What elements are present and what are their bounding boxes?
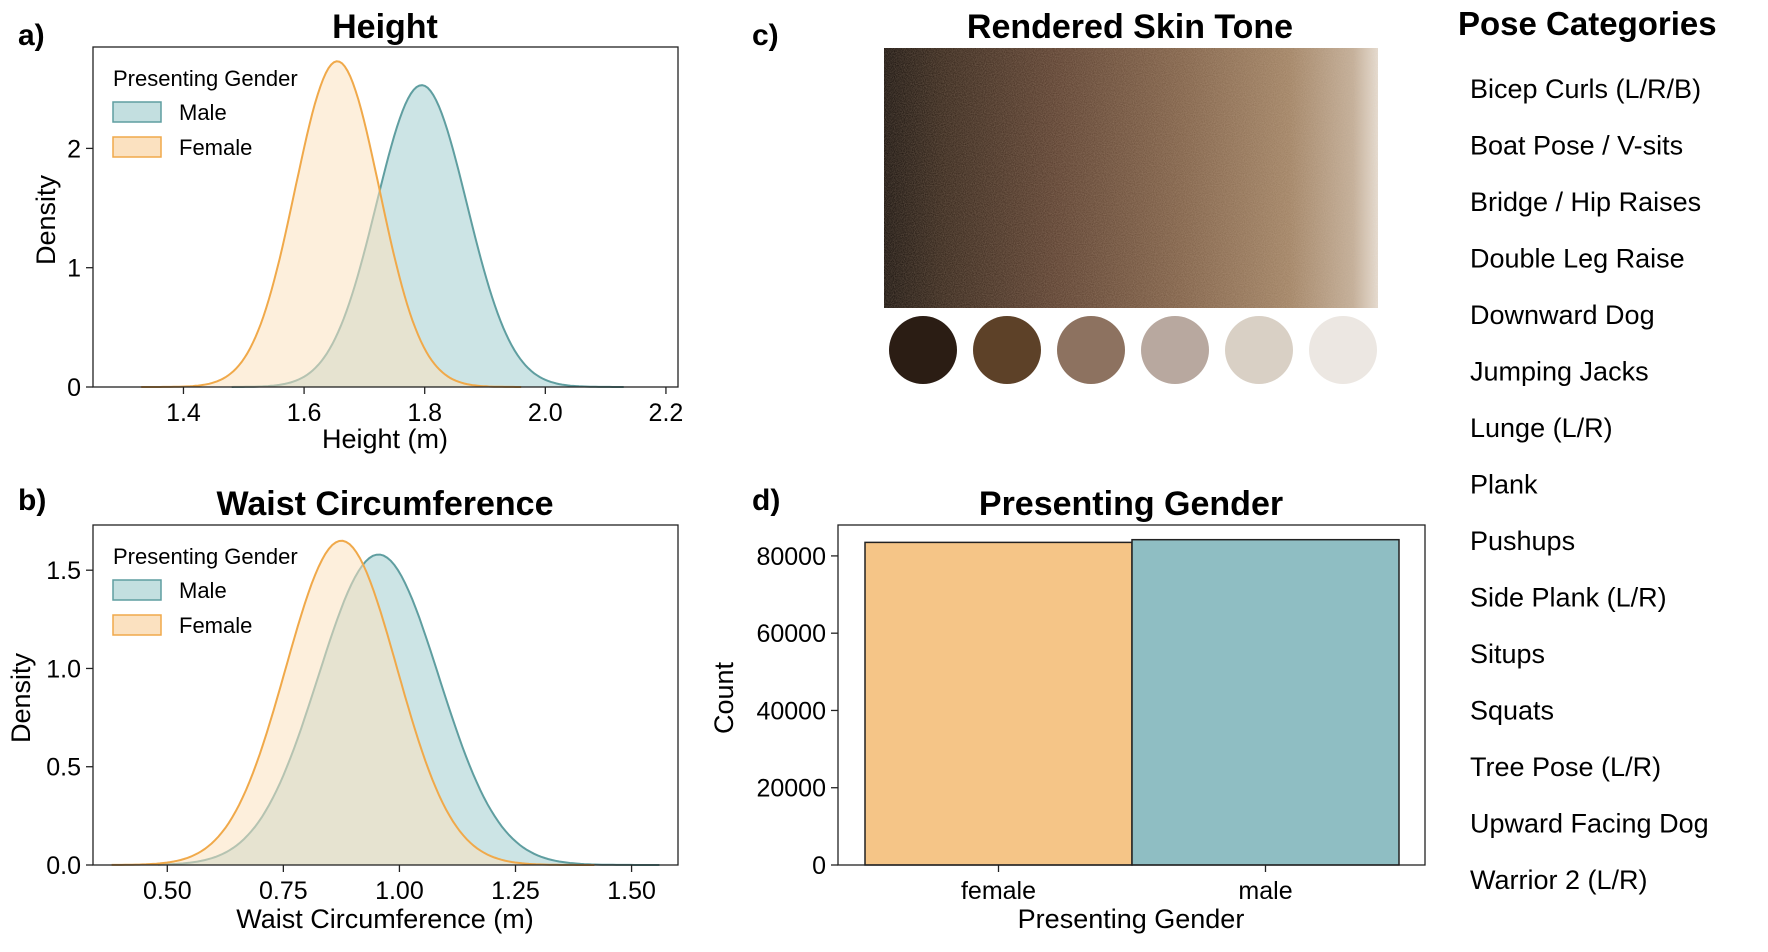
height-y-tick-label: 1 — [67, 255, 81, 283]
waist-x-tick-label: 1.25 — [491, 877, 540, 905]
height-x-tick-label: 1.4 — [166, 399, 201, 427]
panel-label-a: a) — [18, 19, 45, 52]
pose-category-item: Bridge / Hip Raises — [1470, 187, 1701, 217]
gender-axes-frame — [837, 524, 1426, 866]
waist-y-axis-label: Density — [6, 652, 36, 743]
gender-chart-title: Presenting Gender — [979, 485, 1283, 523]
height-female-line — [141, 60, 522, 388]
waist-y-tick-label: 0.5 — [46, 754, 81, 782]
gender-count-chart: Presenting Gender female male 0 20000 40000 6… — [709, 485, 1426, 934]
pose-category-item: Boat Pose / V-sits — [1470, 131, 1683, 161]
waist-legend-male-swatch — [112, 579, 162, 601]
panel-label-c: c) — [752, 19, 779, 52]
height-y-tick-label: 0 — [67, 374, 81, 402]
height-axes-frame — [92, 46, 679, 388]
height-legend-male-swatch — [112, 101, 162, 123]
height-plot-area: 1.4 1.6 1.8 2.0 2.2 0 1 2 — [67, 46, 684, 427]
skin-tone-grain — [884, 48, 1378, 308]
waist-plot-area: 0.50 0.75 1.00 1.25 1.50 0.0 0.5 1.0 1.5 — [46, 524, 679, 905]
waist-y-tick-label: 1.0 — [46, 655, 81, 683]
waist-chart-title: Waist Circumference — [217, 485, 554, 523]
height-legend: Presenting Gender Male Female — [112, 66, 298, 160]
gender-x-tick-label-male: male — [1238, 877, 1292, 905]
gender-y-axis-label: Count — [709, 661, 739, 734]
waist-legend-female-label: Female — [179, 613, 252, 638]
pose-category-item: Tree Pose (L/R) — [1470, 752, 1661, 782]
pose-category-item: Jumping Jacks — [1470, 357, 1649, 387]
pose-category-item: Plank — [1470, 470, 1538, 500]
gender-y-tick-label: 60000 — [756, 620, 826, 648]
height-y-tick-label: 2 — [67, 135, 81, 163]
height-x-tick-label: 1.6 — [287, 399, 322, 427]
height-legend-female-swatch — [112, 136, 162, 158]
pose-category-item: Lunge (L/R) — [1470, 413, 1613, 443]
waist-female-area — [111, 540, 595, 865]
height-x-tick-label: 2.0 — [528, 399, 563, 427]
height-legend-male-label: Male — [179, 100, 227, 125]
waist-x-tick-label: 1.50 — [607, 877, 656, 905]
gender-y-tick-label: 0 — [812, 852, 826, 880]
gender-plot-area: female male 0 20000 40000 60000 80000 — [756, 524, 1426, 905]
height-density-chart: Height 1.4 1.6 1.8 2.0 2.2 0 1 2 Height (m) Den… — [31, 8, 683, 454]
gender-x-axis-label: Presenting Gender — [1018, 904, 1245, 934]
bar-male — [1131, 538, 1400, 866]
pose-category-item: Side Plank (L/R) — [1470, 583, 1667, 613]
pose-categories-items: Bicep Curls (L/R/B) Boat Pose / V-sits Bri… — [1470, 74, 1709, 895]
waist-legend-female-swatch — [112, 614, 162, 636]
waist-y-tick-label: 0.0 — [46, 852, 81, 880]
skin-tone-panel: Rendered Skin Tone — [884, 8, 1378, 384]
pose-category-item: Double Leg Raise — [1470, 244, 1685, 274]
skin-tone-swatch-3 — [1057, 316, 1125, 384]
pose-category-item: Squats — [1470, 696, 1554, 726]
pose-category-item: Upward Facing Dog — [1470, 809, 1709, 839]
skin-tone-swatch-2 — [973, 316, 1041, 384]
gender-y-tick-label: 20000 — [756, 775, 826, 803]
waist-x-axis-label: Waist Circumference (m) — [236, 904, 534, 934]
gender-x-tick-label-female: female — [961, 877, 1036, 905]
waist-axes-frame — [92, 524, 679, 866]
waist-legend-male-label: Male — [179, 578, 227, 603]
height-legend-title: Presenting Gender — [113, 66, 298, 91]
height-x-axis-label: Height (m) — [322, 424, 448, 454]
skin-tone-swatch-1 — [889, 316, 957, 384]
waist-female-line — [111, 539, 595, 866]
waist-legend: Presenting Gender Male Female — [112, 544, 298, 638]
pose-category-item: Pushups — [1470, 526, 1575, 556]
waist-density-chart: Waist Circumference 0.50 0.75 1.00 1.25 1.50… — [6, 485, 679, 934]
bar-female — [864, 541, 1133, 866]
waist-x-tick-label: 1.00 — [375, 877, 424, 905]
panel-label-b: b) — [18, 484, 46, 517]
height-x-tick-label: 1.8 — [407, 399, 442, 427]
pose-categories-list: Pose Categories Bicep Curls (L/R/B) Boat … — [1458, 5, 1717, 895]
height-chart-title: Height — [332, 8, 438, 46]
waist-x-tick-label: 0.50 — [143, 877, 192, 905]
pose-category-item: Warrior 2 (L/R) — [1470, 865, 1648, 895]
waist-y-tick-label: 1.5 — [46, 557, 81, 585]
height-male-area — [231, 85, 624, 387]
skin-tone-swatches — [889, 316, 1377, 384]
pose-categories-title: Pose Categories — [1458, 5, 1717, 42]
gender-y-tick-label: 80000 — [756, 543, 826, 571]
gender-y-tick-label: 40000 — [756, 697, 826, 725]
skin-tone-swatch-5 — [1225, 316, 1293, 384]
pose-category-item: Bicep Curls (L/R/B) — [1470, 74, 1701, 104]
waist-x-tick-label: 0.75 — [259, 877, 308, 905]
height-female-area — [141, 61, 522, 388]
skin-tone-swatch-4 — [1141, 316, 1209, 384]
skin-tone-title: Rendered Skin Tone — [967, 8, 1293, 46]
waist-legend-title: Presenting Gender — [113, 544, 298, 569]
height-x-tick-label: 2.2 — [649, 399, 684, 427]
pose-category-item: Downward Dog — [1470, 300, 1655, 330]
height-legend-female-label: Female — [179, 135, 252, 160]
skin-tone-swatch-6 — [1309, 316, 1377, 384]
panel-label-d: d) — [752, 484, 780, 517]
pose-category-item: Situps — [1470, 639, 1545, 669]
height-y-axis-label: Density — [31, 174, 61, 265]
